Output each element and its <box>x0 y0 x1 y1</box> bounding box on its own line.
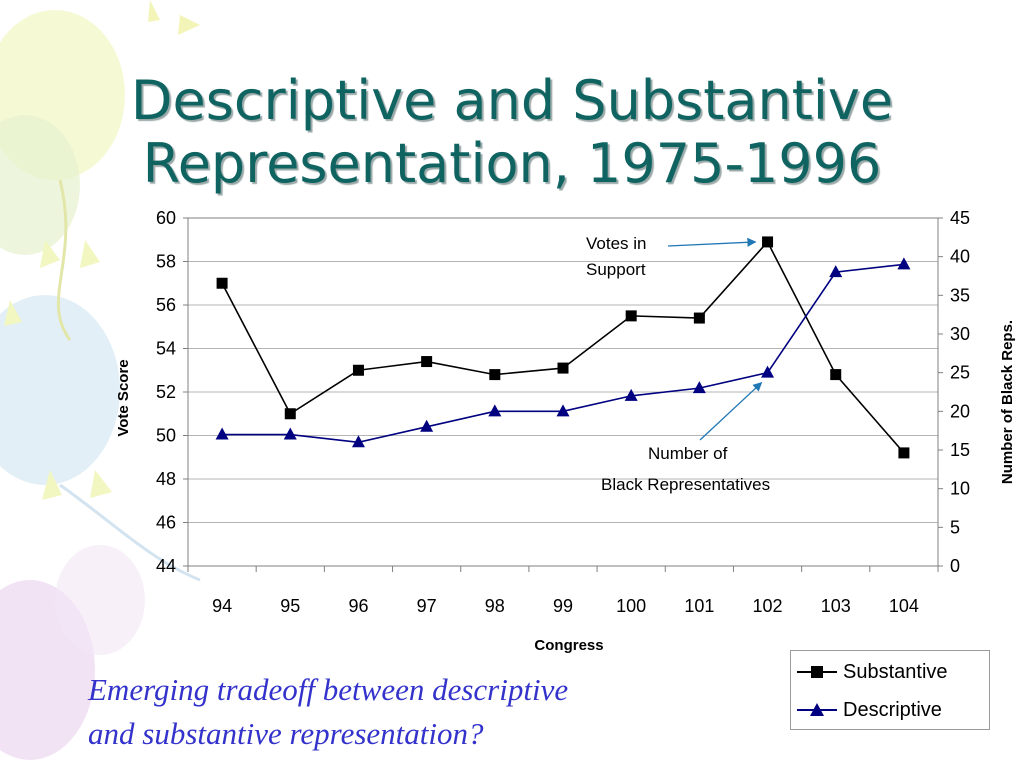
right-tick-label: 10 <box>950 479 970 499</box>
data-point-square <box>625 310 637 322</box>
right-tick-label: 15 <box>950 440 970 460</box>
subtitle-question: Emerging tradeoff between descriptive an… <box>88 668 568 756</box>
annotation-votes-line-2: Support <box>586 260 646 279</box>
data-point-triangle <box>761 365 775 378</box>
right-tick-label: 25 <box>950 363 970 383</box>
right-axis-ticks: 0 5 10 15 20 25 30 35 40 45 <box>938 208 970 576</box>
data-point-triangle <box>283 427 297 440</box>
legend-triangle-marker-icon <box>797 703 837 716</box>
legend-label-substantive: Substantive <box>843 660 948 683</box>
right-tick-label: 45 <box>950 208 970 228</box>
gridlines <box>188 217 938 567</box>
data-point-triangle <box>215 427 229 440</box>
data-point-square <box>557 362 569 374</box>
right-tick-label: 30 <box>950 324 970 344</box>
x-axis-title: Congress <box>534 637 603 654</box>
subtitle-line-1: Emerging tradeoff between descriptive <box>88 672 569 707</box>
x-tick-label: 97 <box>417 596 437 616</box>
chart-legend: Substantive Descriptive <box>790 650 990 730</box>
left-tick-label: 54 <box>156 339 176 359</box>
annotation-layer: Votes in Support Number of Black Represe… <box>586 234 770 494</box>
left-tick-label: 44 <box>156 556 176 576</box>
data-point-square <box>898 447 910 459</box>
left-axis-ticks: 44 46 48 50 52 54 56 58 60 <box>156 208 188 576</box>
y-axis-title: Vote Score <box>115 359 132 436</box>
series-substantive <box>216 236 910 459</box>
balloon-purple-small <box>55 545 145 655</box>
data-point-square <box>421 356 433 368</box>
x-tick-label: 101 <box>684 596 714 616</box>
x-tick-label: 104 <box>889 596 919 616</box>
data-point-square <box>284 408 296 420</box>
x-tick-label: 95 <box>280 596 300 616</box>
series-layer <box>215 236 911 459</box>
right-tick-label: 20 <box>950 401 970 421</box>
x-tick-label: 100 <box>616 596 646 616</box>
x-tick-label: 94 <box>212 596 232 616</box>
slide-title-line-1: Descriptive and Substantive <box>130 69 894 132</box>
right-tick-label: 40 <box>950 247 970 267</box>
data-point-square <box>762 236 774 248</box>
x-tick-label: 98 <box>485 596 505 616</box>
left-tick-label: 56 <box>156 295 176 315</box>
left-tick-label: 48 <box>156 469 176 489</box>
left-tick-label: 60 <box>156 208 176 228</box>
legend-item-descriptive: Descriptive <box>797 695 942 725</box>
data-point-triangle <box>351 435 365 448</box>
right-tick-label: 0 <box>950 556 960 576</box>
slide-title-line-2: Representation, 1975-1996 <box>142 132 882 195</box>
left-tick-label: 46 <box>156 513 176 533</box>
annotation-reps-line-2: Black Representatives <box>601 475 770 494</box>
data-point-square <box>216 277 228 289</box>
annotation-arrow <box>699 382 763 441</box>
star-shape <box>42 470 62 500</box>
data-point-square <box>489 369 501 381</box>
data-point-square <box>830 369 842 381</box>
data-point-triangle <box>420 419 434 432</box>
annotation-votes-line-1: Votes in <box>586 234 647 253</box>
data-point-triangle <box>488 404 502 417</box>
star-shape <box>40 240 60 268</box>
left-tick-label: 52 <box>156 382 176 402</box>
balloon-string <box>59 483 201 582</box>
left-tick-label: 50 <box>156 426 176 446</box>
data-point-triangle <box>829 265 843 278</box>
data-point-square <box>352 364 364 376</box>
balloon-blue <box>0 295 120 485</box>
star-shape <box>4 300 22 326</box>
right-tick-label: 5 <box>950 517 960 537</box>
x-tick-label: 102 <box>753 596 783 616</box>
star-shape <box>148 0 160 22</box>
annotation-arrow <box>667 237 757 247</box>
x-axis-ticks: 94 95 96 97 98 99 100 101 102 103 104 <box>187 566 939 616</box>
legend-label-descriptive: Descriptive <box>843 698 942 721</box>
star-shape <box>178 15 200 35</box>
data-point-triangle <box>556 404 570 417</box>
x-tick-label: 96 <box>348 596 368 616</box>
series-descriptive <box>215 257 911 448</box>
right-tick-label: 35 <box>950 285 970 305</box>
series-line <box>221 240 905 454</box>
balloon-string <box>56 179 72 341</box>
legend-item-substantive: Substantive <box>797 657 948 687</box>
star-shape <box>90 470 112 498</box>
data-point-triangle <box>897 257 911 270</box>
star-shape <box>80 240 100 268</box>
y2-axis-title: Number of Black Reps. <box>999 320 1016 484</box>
data-point-triangle <box>692 381 706 394</box>
data-point-triangle <box>624 388 638 401</box>
x-tick-label: 103 <box>821 596 851 616</box>
legend-square-marker-icon <box>797 666 837 678</box>
x-tick-label: 99 <box>553 596 573 616</box>
data-point-square <box>693 312 705 324</box>
subtitle-line-2: and substantive representation? <box>88 716 484 751</box>
annotation-reps-line-1: Number of <box>648 444 728 463</box>
left-tick-label: 58 <box>156 252 176 272</box>
balloon-green <box>0 115 80 255</box>
